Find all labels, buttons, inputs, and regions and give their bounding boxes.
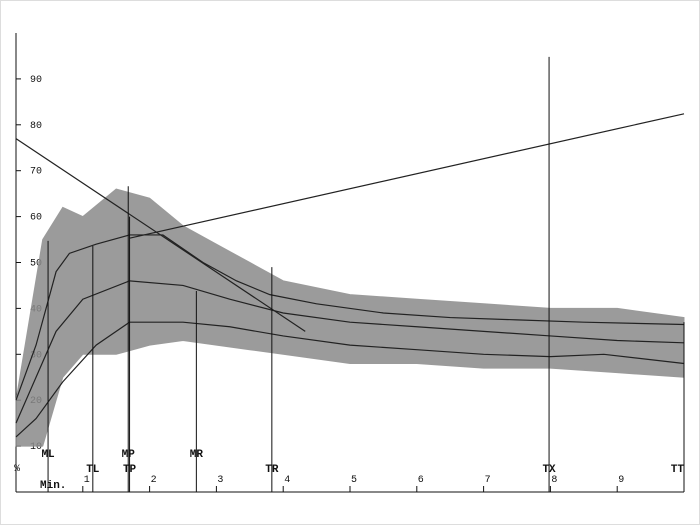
x-axis-label: Min. <box>40 480 66 492</box>
y-tick-label: 50 <box>30 259 42 270</box>
x-tick-label: 4 <box>284 475 290 486</box>
y-tick-label: 80 <box>30 121 42 132</box>
series-line <box>15 321 685 438</box>
y-axis-label: % <box>14 464 20 475</box>
marker-label: TP <box>123 464 137 476</box>
y-tick-label: 70 <box>30 167 42 178</box>
x-tick-label: 9 <box>618 475 624 486</box>
marker-label: TX <box>542 464 556 476</box>
marker-label: MP <box>122 449 136 461</box>
series-line <box>15 138 306 332</box>
y-tick-label: 10 <box>30 442 42 453</box>
series-line <box>129 113 685 239</box>
y-tick-label: 60 <box>30 213 42 224</box>
y-tick-label: 90 <box>30 75 42 86</box>
x-tick-label: 5 <box>351 475 357 486</box>
marker-label: ML <box>41 449 55 461</box>
x-tick-label: 2 <box>151 475 157 486</box>
marker-label: MR <box>190 449 204 461</box>
x-tick-label: 3 <box>217 475 223 486</box>
x-tick-label: 1 <box>84 475 90 486</box>
x-tick-label: 8 <box>551 475 557 486</box>
x-tick-label: 6 <box>418 475 424 486</box>
series-line <box>15 234 685 401</box>
marker-label: TR <box>265 464 279 476</box>
series-line <box>15 280 685 424</box>
marker-label: TL <box>86 464 100 476</box>
x-tick-label: 7 <box>485 475 491 486</box>
marker-label: TT <box>671 464 685 476</box>
